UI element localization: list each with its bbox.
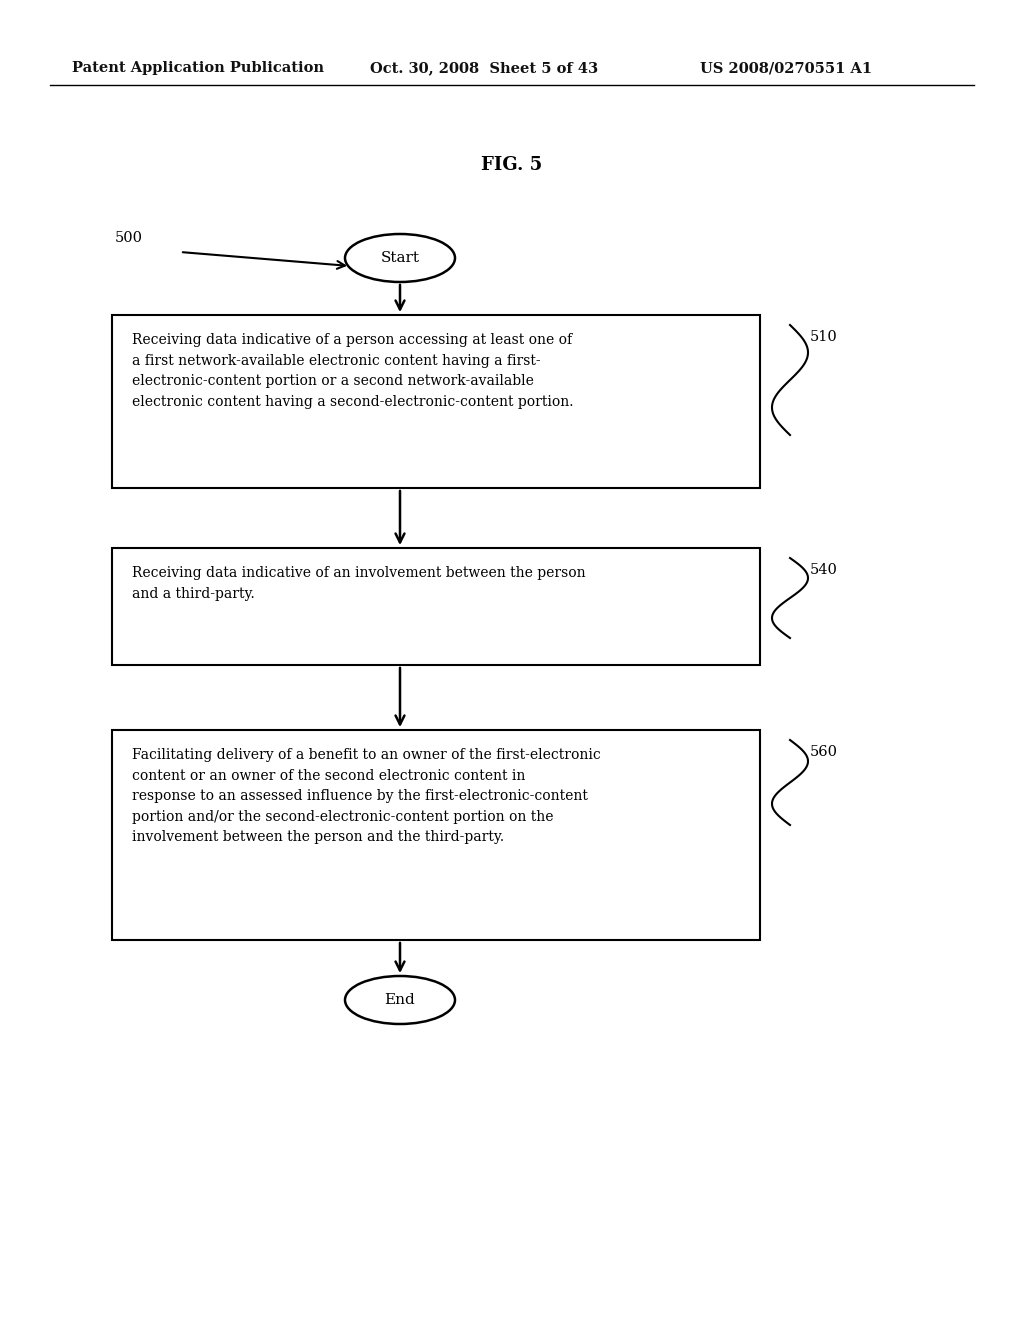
Text: Receiving data indicative of an involvement between the person
and a third-party: Receiving data indicative of an involvem…	[132, 566, 586, 601]
Text: 500: 500	[115, 231, 143, 246]
Text: 510: 510	[810, 330, 838, 345]
Text: Facilitating delivery of a benefit to an owner of the first-electronic
content o: Facilitating delivery of a benefit to an…	[132, 748, 601, 845]
Text: 560: 560	[810, 744, 838, 759]
Text: Start: Start	[381, 251, 420, 265]
Ellipse shape	[345, 234, 455, 282]
Text: FIG. 5: FIG. 5	[481, 156, 543, 174]
Text: Receiving data indicative of a person accessing at least one of
a first network-: Receiving data indicative of a person ac…	[132, 333, 573, 409]
Text: Oct. 30, 2008  Sheet 5 of 43: Oct. 30, 2008 Sheet 5 of 43	[370, 61, 598, 75]
Text: 540: 540	[810, 564, 838, 577]
Text: End: End	[385, 993, 416, 1007]
Text: Patent Application Publication: Patent Application Publication	[72, 61, 324, 75]
FancyBboxPatch shape	[112, 548, 760, 665]
FancyBboxPatch shape	[112, 730, 760, 940]
Text: US 2008/0270551 A1: US 2008/0270551 A1	[700, 61, 872, 75]
Ellipse shape	[345, 975, 455, 1024]
FancyBboxPatch shape	[112, 315, 760, 488]
